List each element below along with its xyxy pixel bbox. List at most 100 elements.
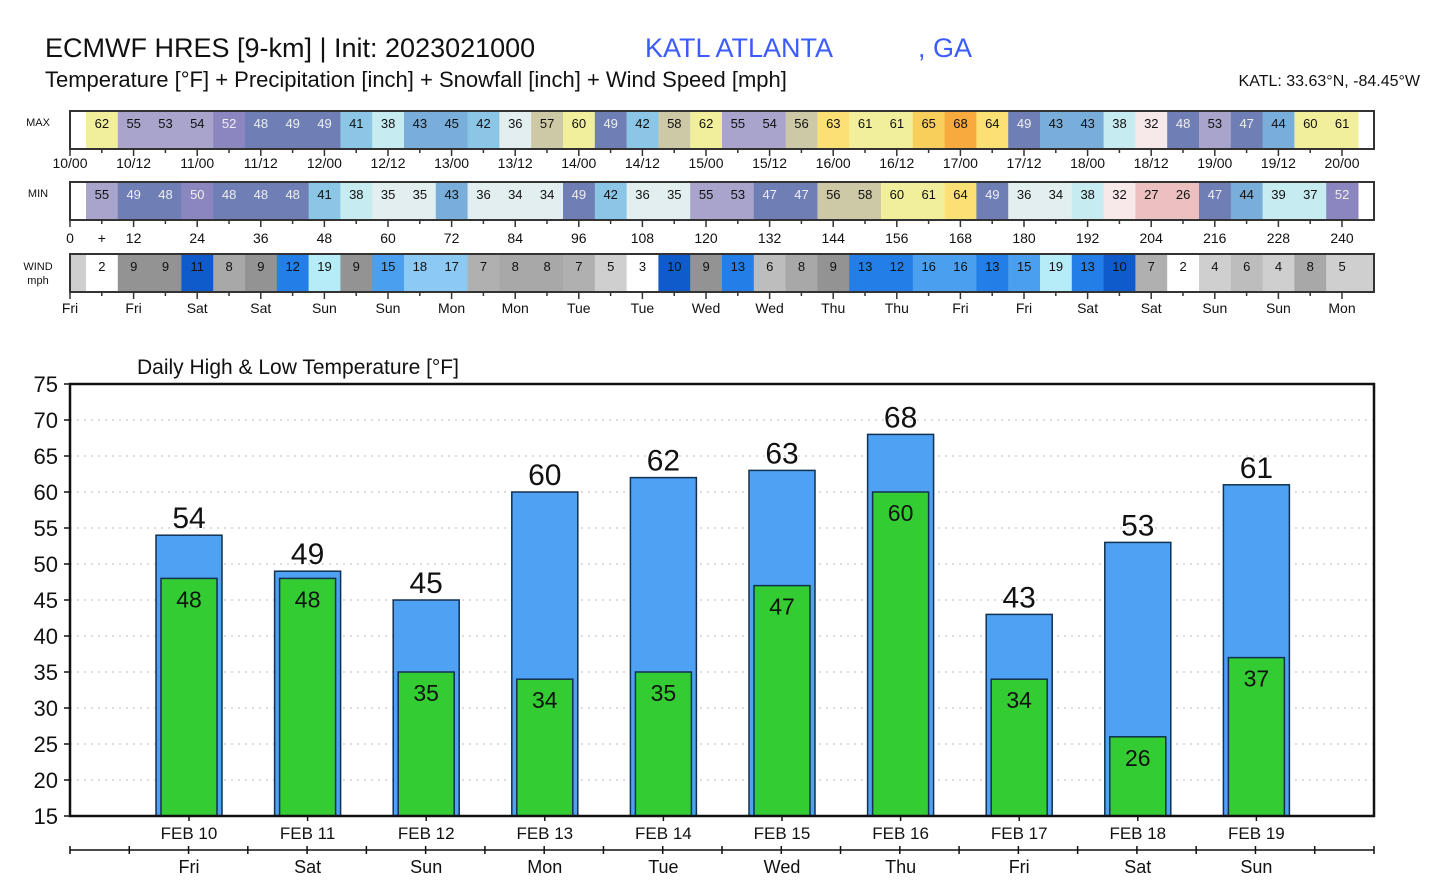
max-cell <box>308 111 341 149</box>
max-cell-value: 53 <box>158 116 172 131</box>
max-cell <box>849 111 882 149</box>
min-cell-value: 38 <box>349 187 363 202</box>
wind-cell <box>499 254 532 292</box>
max-strip-frame <box>69 110 1375 150</box>
y-tick-label: 40 <box>34 624 58 649</box>
max-cell <box>1135 111 1168 149</box>
min-cell-value: 34 <box>508 187 522 202</box>
min-cell <box>626 182 659 220</box>
low-bar <box>160 577 218 817</box>
low-bar <box>871 491 930 817</box>
max-cell-value: 36 <box>508 116 522 131</box>
min-axis-label: 216 <box>1203 230 1227 246</box>
max-cell <box>276 111 310 149</box>
y-tick-label: 50 <box>34 552 58 577</box>
station-state: , GA <box>918 33 972 63</box>
min-cell <box>1326 182 1359 220</box>
min-cell-value: 49 <box>985 187 999 202</box>
wind-cell <box>563 254 596 292</box>
y-tick-label: 75 <box>34 372 58 397</box>
min-cell-value: 36 <box>635 187 649 202</box>
min-axis-label: 84 <box>507 230 523 246</box>
wind-cell <box>912 254 946 292</box>
low-bar <box>397 671 455 817</box>
station-name: KATL ATLANTA <box>645 33 833 63</box>
wind-axis-label: Mon <box>502 300 529 316</box>
wind-cell-value: 13 <box>1080 259 1094 274</box>
max-axis-label: 13/00 <box>434 155 469 171</box>
max-cell-value: 42 <box>476 116 490 131</box>
min-cell-value: 49 <box>572 187 586 202</box>
wind-cell-value: 8 <box>543 259 550 274</box>
min-cell <box>1230 182 1264 220</box>
wind-cell-value: 2 <box>98 259 105 274</box>
wind-cell-value: 8 <box>1307 259 1314 274</box>
low-bar <box>516 678 574 817</box>
max-cell <box>563 111 596 149</box>
high-value-label: 68 <box>884 401 917 434</box>
y-tick-label: 55 <box>34 516 58 541</box>
wind-cell-value: 10 <box>667 259 681 274</box>
wind-axis-label: Thu <box>885 300 909 316</box>
date-label: FEB 10 <box>161 824 218 843</box>
min-cell <box>531 182 564 220</box>
min-cell <box>817 182 850 220</box>
max-axis-label: 14/00 <box>561 155 596 171</box>
wind-cell <box>1326 254 1359 292</box>
max-cell-value: 45 <box>444 116 458 131</box>
max-cell-value: 61 <box>858 116 872 131</box>
max-cell-value: 42 <box>635 116 649 131</box>
wind-cell-value: 8 <box>798 259 805 274</box>
max-cell <box>817 111 850 149</box>
wind-cell <box>944 254 977 292</box>
wind-cell-value: 9 <box>702 259 709 274</box>
min-cell-value: 47 <box>762 187 776 202</box>
wind-cell <box>1230 254 1264 292</box>
wind-cell-value: 4 <box>1211 259 1218 274</box>
max-cell-value: 43 <box>1049 116 1063 131</box>
min-cell-value: 39 <box>1271 187 1285 202</box>
min-axis-label: 12 <box>126 230 142 246</box>
wind-cell <box>1103 254 1136 292</box>
max-axis-label: 14/12 <box>625 155 660 171</box>
max-axis-label: 19/12 <box>1261 155 1296 171</box>
wind-cell-value: 11 <box>191 259 205 274</box>
low-bar <box>278 577 337 817</box>
wind-cell <box>276 254 310 292</box>
min-cell <box>849 182 882 220</box>
max-cell-value: 55 <box>731 116 745 131</box>
date-label: FEB 17 <box>991 824 1048 843</box>
max-cell <box>340 111 373 149</box>
min-cell-value: 34 <box>1049 187 1063 202</box>
min-cell-value: 48 <box>222 187 236 202</box>
wind-cell-value: 8 <box>225 259 232 274</box>
plot-frame <box>68 382 1376 818</box>
min-cell-value: 35 <box>381 187 395 202</box>
min-cell <box>181 182 214 220</box>
low-value-label: 60 <box>888 500 914 526</box>
wind-cell <box>117 254 151 292</box>
min-axis-label: 96 <box>571 230 587 246</box>
max-cell <box>1199 111 1232 149</box>
max-cell-value: 43 <box>413 116 427 131</box>
min-axis-label: 132 <box>758 230 782 246</box>
min-strip-frame <box>69 181 1375 221</box>
wind-cell <box>753 254 787 292</box>
wind-cell-value: 9 <box>162 259 169 274</box>
min-cell <box>149 182 182 220</box>
max-cell <box>944 111 977 149</box>
max-cell <box>594 111 628 149</box>
max-cell-value: 53 <box>1208 116 1222 131</box>
wind-cell-value: 5 <box>607 259 614 274</box>
low-value-label: 35 <box>651 680 677 706</box>
wind-cell <box>372 254 405 292</box>
max-row-label: MAX <box>26 117 51 129</box>
max-cell-value: 43 <box>1080 116 1094 131</box>
low-value-label: 48 <box>295 586 321 612</box>
max-axis-label: 17/12 <box>1006 155 1041 171</box>
min-axis-label: 72 <box>444 230 460 246</box>
min-cell-value: 52 <box>1335 187 1349 202</box>
wind-cell-value: 2 <box>1179 259 1186 274</box>
wind-cell-value: 7 <box>575 259 582 274</box>
